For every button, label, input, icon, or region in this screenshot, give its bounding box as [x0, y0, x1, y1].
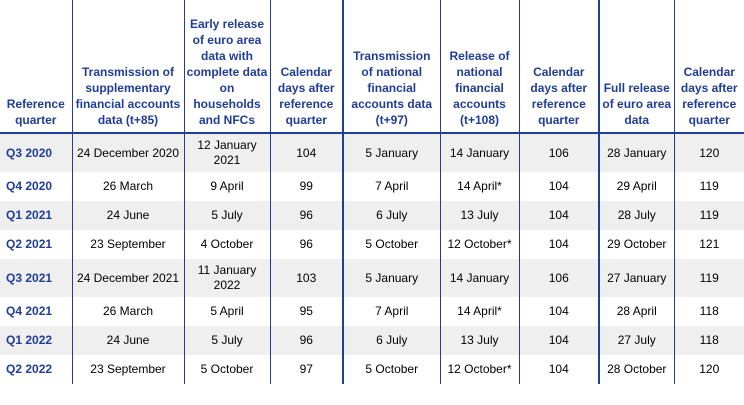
national-release-cell: 13 July — [439, 201, 519, 230]
header-early-release: Early release of euro area data with com… — [183, 0, 270, 134]
calendar-days-2-cell: 104 — [518, 297, 600, 326]
early-release-cell: 9 April — [183, 172, 270, 201]
header-full-release: Full release of euro area data — [598, 0, 674, 134]
header-calendar-days-1: Calendar days after reference quarter — [269, 0, 344, 134]
release-calendar-table: Reference quarter Transmission of supple… — [0, 0, 744, 384]
supplementary-transmission-cell: 24 June — [71, 201, 184, 230]
calendar-days-3-cell: 119 — [673, 172, 744, 201]
full-release-cell: 28 July — [598, 201, 674, 230]
national-transmission-cell: 6 July — [342, 201, 440, 230]
calendar-days-2-cell: 104 — [518, 230, 600, 259]
supplementary-transmission-cell: 24 December 2021 — [71, 259, 184, 297]
early-release-cell: 11 January 2022 — [183, 259, 270, 297]
early-release-cell: 5 April — [183, 297, 270, 326]
national-release-cell: 14 January — [439, 133, 519, 172]
calendar-days-1-cell: 103 — [269, 259, 344, 297]
calendar-days-2-cell: 106 — [518, 133, 600, 172]
full-release-cell: 27 January — [598, 259, 674, 297]
national-release-cell: 12 October* — [439, 230, 519, 259]
national-transmission-cell: 5 January — [342, 133, 440, 172]
reference-quarter-cell: Q1 2021 — [0, 201, 72, 230]
table-row: Q2 2022 23 September 5 October 97 5 October 1… — [0, 355, 744, 384]
supplementary-transmission-cell: 23 September — [71, 355, 184, 384]
supplementary-transmission-cell: 23 September — [71, 230, 184, 259]
early-release-cell: 4 October — [183, 230, 270, 259]
reference-quarter-cell: Q4 2020 — [6, 179, 53, 193]
full-release-cell: 28 April — [598, 297, 674, 326]
reference-quarter-cell: Q1 2022 — [0, 326, 72, 355]
reference-quarter-cell: Q2 2021 — [6, 237, 53, 251]
calendar-days-3-cell: 121 — [673, 230, 744, 259]
calendar-days-1-cell: 96 — [269, 326, 344, 355]
calendar-days-1-cell: 99 — [269, 172, 344, 201]
national-transmission-cell: 5 January — [342, 259, 440, 297]
calendar-days-3-cell: 120 — [673, 133, 744, 172]
calendar-days-1-cell: 96 — [269, 230, 344, 259]
calendar-days-3-cell: 120 — [673, 355, 744, 384]
calendar-days-2-cell: 106 — [518, 259, 600, 297]
header-calendar-days-2: Calendar days after reference quarter — [518, 0, 600, 134]
calendar-days-3-cell: 118 — [673, 326, 744, 355]
calendar-days-1-cell: 97 — [269, 355, 344, 384]
early-release-cell: 5 July — [183, 201, 270, 230]
early-release-cell: 5 July — [183, 326, 270, 355]
calendar-days-2-cell: 104 — [518, 201, 600, 230]
header-national-transmission: Transmission of national financial accou… — [342, 0, 440, 134]
calendar-days-2-cell: 104 — [518, 355, 600, 384]
table-row: Q3 2020 24 December 2020 12 January 2021 10… — [0, 133, 744, 172]
table-row: Q3 2021 24 December 2021 11 January 2022 10… — [0, 259, 744, 297]
national-transmission-cell: 7 April — [342, 172, 440, 201]
calendar-days-3-cell: 119 — [673, 201, 744, 230]
header-calendar-days-3: Calendar days after reference quarter — [673, 0, 744, 134]
early-release-cell: 5 October — [183, 355, 270, 384]
full-release-cell: 27 July — [598, 326, 674, 355]
calendar-days-1-cell: 104 — [269, 133, 344, 172]
table-row: Q4 2020 26 March 9 April 99 7 April 14 April*… — [0, 172, 744, 201]
calendar-days-1-cell: 96 — [269, 201, 344, 230]
supplementary-transmission-cell: 24 June — [71, 326, 184, 355]
national-transmission-cell: 6 July — [342, 326, 440, 355]
full-release-cell: 29 April — [598, 172, 674, 201]
header-reference-quarter: Reference quarter — [0, 0, 72, 134]
national-transmission-cell: 7 April — [342, 297, 440, 326]
reference-quarter-cell: Q3 2021 — [0, 259, 72, 297]
national-release-cell: 13 July — [439, 326, 519, 355]
reference-quarter-cell: Q4 2021 — [6, 304, 53, 318]
national-release-cell: 14 April* — [439, 172, 519, 201]
table-row: Q1 2022 24 June 5 July 96 6 July 13 July 104 27… — [0, 326, 744, 355]
national-release-cell: 12 October* — [439, 355, 519, 384]
early-release-cell: 12 January 2021 — [183, 133, 270, 172]
calendar-days-2-cell: 104 — [518, 172, 600, 201]
header-national-release: Release of national financial accounts (… — [439, 0, 519, 134]
reference-quarter-cell: Q2 2022 — [6, 362, 53, 376]
header-supplementary-transmission: Transmission of supplementary financial … — [71, 0, 184, 134]
national-transmission-cell: 5 October — [342, 230, 440, 259]
national-release-cell: 14 January — [439, 259, 519, 297]
calendar-days-3-cell: 119 — [673, 259, 744, 297]
supplementary-transmission-cell: 26 March — [71, 297, 184, 326]
supplementary-transmission-cell: 24 December 2020 — [71, 133, 184, 172]
calendar-days-3-cell: 118 — [673, 297, 744, 326]
table-row: Q2 2021 23 September 4 October 96 5 October 1… — [0, 230, 744, 259]
national-release-cell: 14 April* — [439, 297, 519, 326]
calendar-days-2-cell: 104 — [518, 326, 600, 355]
full-release-cell: 28 January — [598, 133, 674, 172]
supplementary-transmission-cell: 26 March — [71, 172, 184, 201]
full-release-cell: 28 October — [598, 355, 674, 384]
calendar-days-1-cell: 95 — [269, 297, 344, 326]
table-row: Q4 2021 26 March 5 April 95 7 April 14 April*… — [0, 297, 744, 326]
reference-quarter-cell: Q3 2020 — [0, 133, 72, 172]
table-row: Q1 2021 24 June 5 July 96 6 July 13 July 104 28… — [0, 201, 744, 230]
header-row: Reference quarter Transmission of supple… — [0, 0, 744, 134]
full-release-cell: 29 October — [598, 230, 674, 259]
national-transmission-cell: 5 October — [342, 355, 440, 384]
